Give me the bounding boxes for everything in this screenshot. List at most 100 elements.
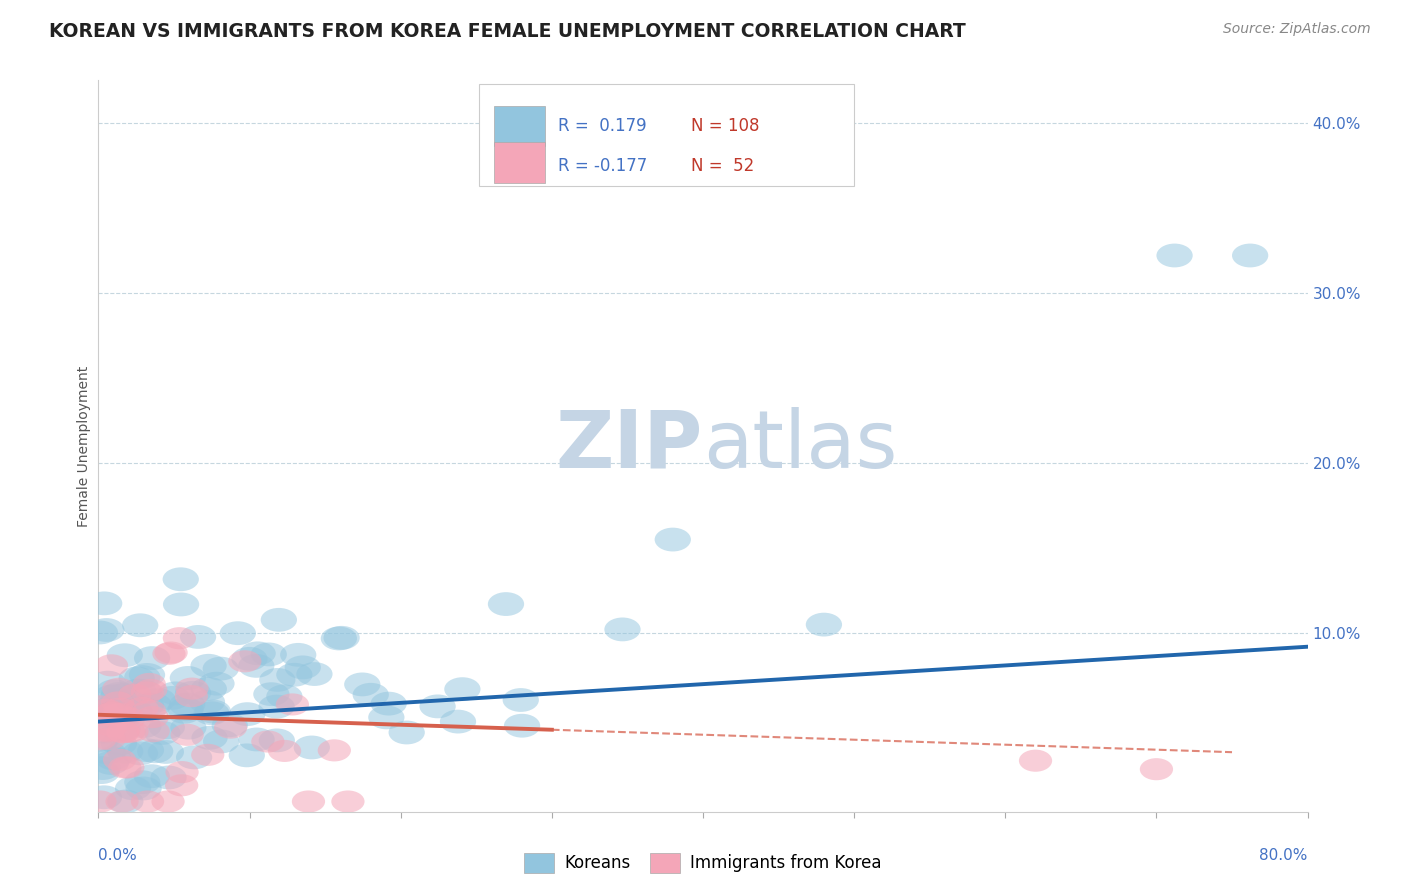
Text: N =  52: N = 52 (690, 157, 754, 175)
Ellipse shape (266, 684, 302, 708)
Ellipse shape (86, 785, 122, 809)
Ellipse shape (503, 714, 540, 738)
Ellipse shape (83, 790, 117, 813)
Text: ZIP: ZIP (555, 407, 703, 485)
Ellipse shape (276, 693, 309, 715)
Ellipse shape (105, 790, 139, 813)
Ellipse shape (115, 776, 152, 800)
Ellipse shape (93, 751, 129, 775)
Ellipse shape (94, 684, 131, 708)
Ellipse shape (188, 690, 225, 714)
Ellipse shape (105, 721, 139, 743)
Text: atlas: atlas (703, 407, 897, 485)
Ellipse shape (136, 739, 173, 764)
Ellipse shape (135, 693, 172, 716)
Ellipse shape (297, 662, 333, 686)
Ellipse shape (96, 747, 131, 771)
Ellipse shape (284, 656, 321, 680)
Ellipse shape (125, 697, 159, 719)
Ellipse shape (132, 699, 166, 722)
Ellipse shape (134, 764, 170, 789)
FancyBboxPatch shape (479, 84, 855, 186)
Ellipse shape (117, 699, 153, 723)
Ellipse shape (94, 655, 128, 676)
Ellipse shape (229, 743, 264, 767)
Ellipse shape (440, 710, 477, 733)
Ellipse shape (368, 706, 405, 730)
Ellipse shape (253, 682, 290, 706)
Text: 0.0%: 0.0% (98, 848, 138, 863)
Ellipse shape (84, 756, 121, 780)
Ellipse shape (170, 666, 207, 690)
Text: 80.0%: 80.0% (1260, 848, 1308, 863)
Ellipse shape (104, 706, 141, 730)
Ellipse shape (502, 688, 538, 712)
Ellipse shape (83, 760, 120, 784)
Ellipse shape (163, 627, 195, 649)
Ellipse shape (169, 693, 205, 716)
Ellipse shape (176, 746, 212, 769)
Ellipse shape (202, 657, 239, 681)
Text: Source: ZipAtlas.com: Source: ZipAtlas.com (1223, 22, 1371, 37)
Ellipse shape (152, 643, 186, 665)
Ellipse shape (190, 654, 226, 678)
Ellipse shape (276, 663, 312, 687)
FancyBboxPatch shape (494, 143, 544, 183)
Ellipse shape (488, 592, 524, 616)
Ellipse shape (103, 698, 136, 720)
Ellipse shape (292, 790, 325, 813)
Ellipse shape (180, 625, 217, 648)
Ellipse shape (115, 721, 149, 743)
Ellipse shape (89, 710, 125, 734)
Ellipse shape (101, 682, 136, 706)
Text: N = 108: N = 108 (690, 118, 759, 136)
Ellipse shape (1232, 244, 1268, 268)
Ellipse shape (89, 704, 122, 726)
Ellipse shape (269, 739, 301, 762)
Ellipse shape (155, 641, 188, 664)
Ellipse shape (344, 673, 381, 697)
Ellipse shape (91, 697, 128, 721)
Ellipse shape (107, 789, 143, 814)
Ellipse shape (90, 671, 127, 695)
Ellipse shape (371, 691, 406, 715)
Ellipse shape (259, 695, 295, 718)
Ellipse shape (84, 720, 121, 744)
Ellipse shape (110, 693, 145, 716)
Ellipse shape (132, 673, 166, 695)
Ellipse shape (90, 698, 124, 721)
Ellipse shape (388, 721, 425, 745)
Ellipse shape (89, 618, 125, 642)
Ellipse shape (294, 736, 330, 759)
Ellipse shape (83, 695, 117, 717)
Ellipse shape (103, 678, 135, 700)
Ellipse shape (131, 790, 165, 813)
Ellipse shape (655, 528, 690, 551)
Ellipse shape (1140, 758, 1173, 780)
Ellipse shape (167, 698, 204, 722)
Ellipse shape (166, 700, 202, 723)
Ellipse shape (86, 591, 122, 615)
Ellipse shape (124, 665, 160, 689)
Ellipse shape (259, 668, 295, 692)
Ellipse shape (170, 723, 204, 746)
Ellipse shape (419, 695, 456, 718)
Ellipse shape (107, 643, 143, 667)
Ellipse shape (134, 679, 167, 701)
Ellipse shape (238, 654, 274, 678)
Ellipse shape (135, 706, 169, 728)
Ellipse shape (105, 717, 141, 741)
Ellipse shape (228, 650, 262, 673)
Ellipse shape (152, 790, 184, 813)
Ellipse shape (214, 716, 247, 739)
Text: KOREAN VS IMMIGRANTS FROM KOREA FEMALE UNEMPLOYMENT CORRELATION CHART: KOREAN VS IMMIGRANTS FROM KOREA FEMALE U… (49, 22, 966, 41)
Ellipse shape (353, 683, 389, 706)
Ellipse shape (122, 741, 159, 765)
Ellipse shape (107, 739, 143, 764)
Ellipse shape (108, 756, 142, 779)
Ellipse shape (806, 613, 842, 637)
Ellipse shape (212, 714, 247, 737)
Ellipse shape (96, 680, 132, 703)
Ellipse shape (91, 719, 125, 741)
Ellipse shape (87, 704, 124, 728)
